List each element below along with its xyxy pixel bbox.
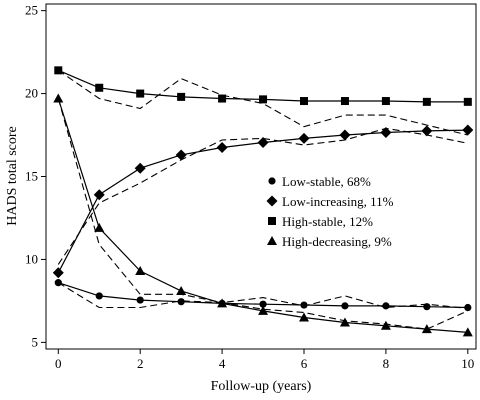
triangle-marker [258, 305, 269, 315]
observed-line [57, 98, 469, 330]
square-marker [218, 94, 227, 103]
square-marker [381, 97, 390, 106]
triangle-marker [380, 320, 391, 330]
square-marker [54, 66, 63, 75]
legend-label: Low-increasing, 11% [282, 194, 394, 209]
series-square [54, 66, 472, 136]
diamond-marker [257, 136, 269, 148]
y-axis-title: HADS total score [5, 126, 20, 226]
diamond-marker [421, 125, 433, 137]
circle-marker [259, 300, 267, 308]
circle-marker [341, 302, 349, 310]
y-tick-label: 10 [25, 251, 38, 266]
x-tick-label: 0 [55, 356, 62, 371]
fitted-line [57, 129, 468, 273]
square-marker [422, 97, 431, 106]
square-marker [177, 92, 186, 101]
y-tick-label: 20 [25, 86, 38, 101]
triangle-marker [299, 312, 309, 322]
circle-marker [95, 292, 103, 300]
diamond-marker [175, 149, 187, 161]
x-tick-label: 4 [219, 356, 226, 371]
triangle-marker [176, 285, 187, 295]
series-circle [54, 279, 472, 312]
y-tick-label: 5 [32, 334, 39, 349]
legend-item: Low-increasing, 11% [266, 194, 394, 209]
diamond-marker [462, 124, 474, 136]
square-marker [136, 89, 145, 98]
observed-line [57, 127, 468, 265]
legend-item: Low-stable, 68% [268, 174, 371, 189]
diamond-marker [93, 189, 105, 201]
circle-marker [300, 301, 308, 309]
legend-label: High-decreasing, 9% [282, 234, 392, 249]
diamond-marker [339, 129, 351, 141]
triangle-marker [94, 222, 105, 232]
series-diamond [52, 124, 474, 279]
triangle-marker [53, 93, 64, 103]
series-triangle [53, 93, 473, 337]
legend-diamond-marker [266, 195, 278, 207]
legend-item: High-stable, 12% [268, 214, 373, 229]
y-tick-label: 25 [25, 3, 38, 18]
legend-triangle-marker [267, 236, 277, 245]
square-marker [300, 97, 308, 106]
square-marker [95, 83, 104, 92]
x-tick-label: 10 [461, 356, 474, 371]
diamond-marker [216, 141, 228, 153]
triangle-marker [421, 324, 432, 334]
diamond-marker [52, 267, 64, 279]
x-tick-label: 6 [301, 356, 308, 371]
triangle-marker [217, 298, 228, 308]
legend-label: High-stable, 12% [282, 214, 373, 229]
diamond-marker [134, 162, 146, 174]
square-marker [463, 97, 472, 106]
diamond-marker [380, 127, 392, 139]
triangle-marker [462, 327, 473, 337]
square-marker [340, 97, 349, 106]
x-tick-label: 8 [383, 356, 390, 371]
axes: 0 2 4 6 8 10 5 10 15 20 25 [25, 3, 474, 371]
legend-circle-marker [268, 177, 276, 185]
diamond-marker [298, 132, 310, 144]
triangle-marker [339, 317, 350, 327]
circle-marker [423, 303, 431, 311]
square-marker [259, 95, 268, 104]
legend-square-marker [268, 217, 276, 225]
circle-marker [177, 298, 185, 306]
circle-marker [136, 296, 144, 304]
legend-label: Low-stable, 68% [282, 174, 371, 189]
legend-item: High-decreasing, 9% [267, 234, 392, 249]
circle-marker [382, 302, 390, 310]
series-layer [52, 66, 474, 337]
legend: Low-stable, 68% Low-increasing, 11% High-s… [266, 174, 394, 249]
observed-line [57, 69, 468, 136]
circle-marker [54, 279, 62, 287]
triangle-marker [135, 266, 146, 276]
y-tick-label: 15 [25, 169, 38, 184]
circle-marker [464, 303, 472, 312]
x-tick-label: 2 [137, 356, 144, 371]
x-axis-title: Follow-up (years) [211, 379, 312, 394]
